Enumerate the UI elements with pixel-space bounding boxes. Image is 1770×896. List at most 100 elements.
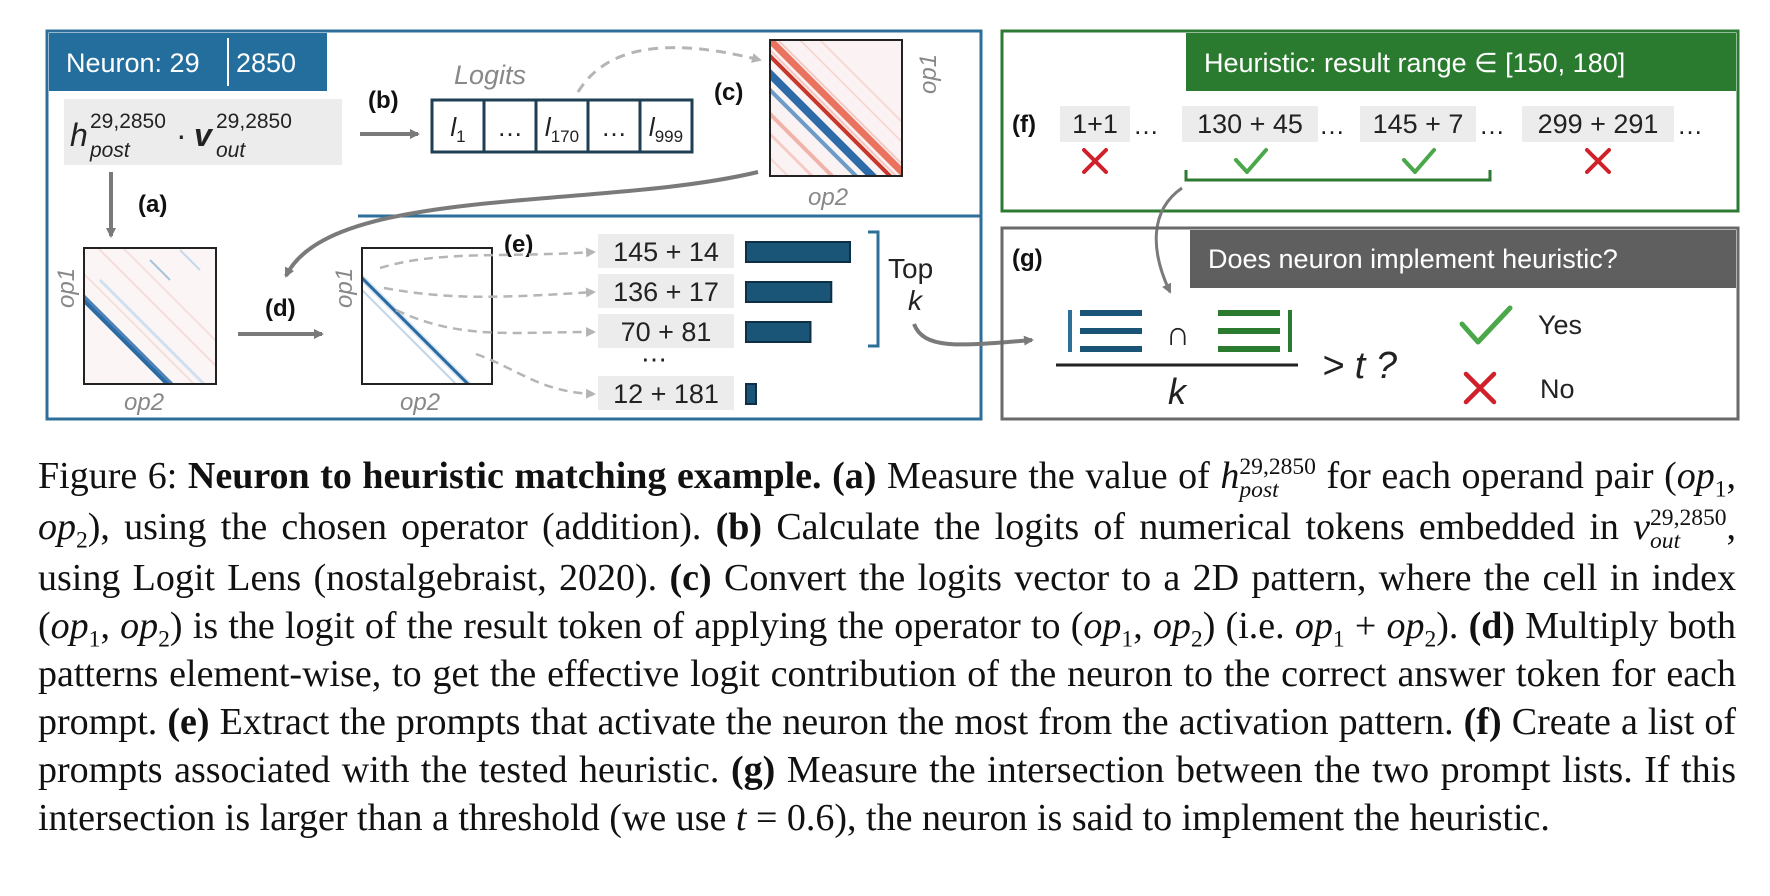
caption-c-text: Convert the logits vector to a 2D patter… (38, 556, 1737, 647)
caption-step-f: (f) (1463, 700, 1502, 743)
heuristic-panel-frame (1000, 29, 1740, 213)
top-k-activation-bar (745, 281, 833, 303)
top-k-prompt-bg (598, 314, 734, 348)
heuristic-title: Heuristic: result range ∈ [150, 180] (1204, 48, 1625, 78)
top-k-prompt-bg (598, 274, 734, 308)
intersection-symbol: ∩ (1166, 315, 1190, 353)
step-d-label: (d) (265, 295, 296, 322)
question-title: Does neuron implement heuristic? (1208, 244, 1618, 274)
caption-c3-op2-sub: 2 (1424, 626, 1437, 653)
caption-a-h-sup: 29,2850 (1239, 453, 1316, 480)
formula-box (64, 99, 342, 165)
step-a-label: (a) (138, 191, 167, 218)
yes-label: Yes (1538, 310, 1582, 340)
heuristic-prompt-bg (1060, 106, 1130, 142)
caption-op2: op (38, 505, 76, 548)
heuristic-prompt: 145 + 7 (1373, 109, 1464, 139)
logits-label: Logits (454, 60, 526, 90)
logit-cell: l1 (450, 112, 465, 146)
top-k-prompt: 145 + 14 (613, 237, 719, 267)
caption-c2-op1-sub: 1 (1121, 626, 1134, 653)
caption-c3-op2: op (1386, 604, 1425, 647)
top-k-prompt-list: 145 + 14 136 + 17 70 + 81 12 + 181 (598, 234, 851, 410)
caption-c-op1-sub: 1 (88, 626, 101, 653)
caption-d-text: Multiply both patterns element-wise, to … (38, 604, 1737, 743)
arrow-b-to-c (576, 46, 762, 93)
top-k-prompt-bg (598, 376, 734, 410)
caption-op1: op (1676, 455, 1715, 497)
heatmap-c-op1: op1 (915, 54, 942, 94)
arrow-c-to-d (284, 170, 759, 278)
caption-c3-op1: op (1294, 604, 1333, 647)
caption-c-text4: ). (1436, 604, 1459, 647)
intersection-formula (1056, 310, 1298, 367)
logit-cell: l170 (545, 112, 579, 146)
caption-a-text: Measure the value of (886, 455, 1210, 497)
caption-g-text2: ), the neuron is said to implement the h… (834, 796, 1550, 839)
top-k-prompt: 12 + 181 (613, 379, 719, 409)
top-k-activation-bar (745, 241, 851, 263)
formula-h-sup: 29,2850 (90, 110, 166, 133)
caption-g-eq: = 0.6 (755, 796, 835, 839)
question-title-badge (1190, 230, 1736, 288)
no-cross-icon (1463, 371, 1497, 405)
caption-a-h: h (1220, 455, 1240, 497)
formula-v-sub: out (216, 139, 246, 162)
mismatch-cross-icon (1082, 148, 1108, 174)
heuristic-prompt-bg (1360, 106, 1476, 142)
caption-b-v-sub: out (1650, 528, 1681, 555)
heatmap-c-op2: op2 (808, 184, 848, 211)
caption-step-g: (g) (730, 748, 776, 791)
arrow-f-to-g (1154, 186, 1183, 294)
top-label: Top (888, 253, 933, 284)
neuron-panel-frame (45, 29, 983, 421)
mismatch-cross-icon (1585, 148, 1611, 174)
step-g-label: (g) (1012, 245, 1043, 272)
caption-title: Neuron to heuristic matching example. (187, 455, 822, 497)
heuristic-ellipsis: … (1133, 110, 1159, 140)
caption-step-b: (b) (715, 505, 763, 548)
caption-op2-sub: 2 (76, 527, 88, 554)
result-logit-heatmap (769, 39, 903, 177)
caption-c2-op2-sub: 2 (1190, 626, 1203, 653)
formula-dot: · (176, 117, 187, 153)
logits-vector (430, 98, 694, 154)
top-k-prompt: 136 + 17 (613, 277, 719, 307)
formula-h: h (70, 117, 88, 153)
heatmap-a-op1: op1 (53, 268, 80, 308)
caption-c-text2: ) is the logit of the result token of ap… (169, 604, 1084, 647)
top-k-prompt-bg (598, 234, 734, 268)
heuristic-prompt: 130 + 45 (1197, 109, 1303, 139)
caption-f-text: Create a list of prompts associated with… (38, 700, 1737, 791)
heuristic-prompt-list: 1+1… 130 + 45… 145 + 7… 299 + 291… (1060, 106, 1703, 174)
heuristic-ellipsis: … (1677, 110, 1703, 140)
heuristic-bracket (1184, 170, 1492, 182)
caption-c-op2: op (120, 604, 159, 647)
step-b-label: (b) (368, 87, 399, 114)
heuristic-ellipsis: … (1479, 110, 1505, 140)
figure-caption: Figure 6: Neuron to heuristic matching e… (38, 453, 1737, 839)
logit-cell: … (497, 112, 523, 142)
caption-b-v: v (1633, 505, 1651, 548)
caption-a-text3: ), using the chosen operator (addition). (87, 505, 702, 548)
formula-h-sub: post (89, 139, 131, 162)
step-c-label: (c) (714, 79, 743, 106)
match-check-icon (1234, 148, 1268, 174)
yes-check-icon (1459, 305, 1513, 345)
logits-cells: l1 … l170 … l999 (450, 112, 683, 146)
question-panel-frame (1000, 226, 1740, 421)
heatmap-d-op1: op1 (331, 268, 358, 308)
heatmap-d-op2: op2 (400, 389, 440, 416)
caption-a-text2: for each operand pair ( (1326, 455, 1677, 497)
logit-cell: … (601, 112, 627, 142)
caption-figure-number: Figure 6: (38, 455, 178, 497)
neuron-index: 2850 (236, 48, 296, 78)
caption-c2-op2: op (1152, 604, 1191, 647)
caption-c3-op1-sub: 1 (1332, 626, 1345, 653)
caption-step-a: (a) (832, 455, 877, 497)
top-k-activation-bar (745, 383, 757, 405)
heuristic-ellipsis: … (1319, 110, 1345, 140)
heuristic-prompt-bg (1182, 106, 1318, 142)
heuristic-prompt: 299 + 291 (1538, 109, 1659, 139)
caption-c-op1: op (50, 604, 89, 647)
